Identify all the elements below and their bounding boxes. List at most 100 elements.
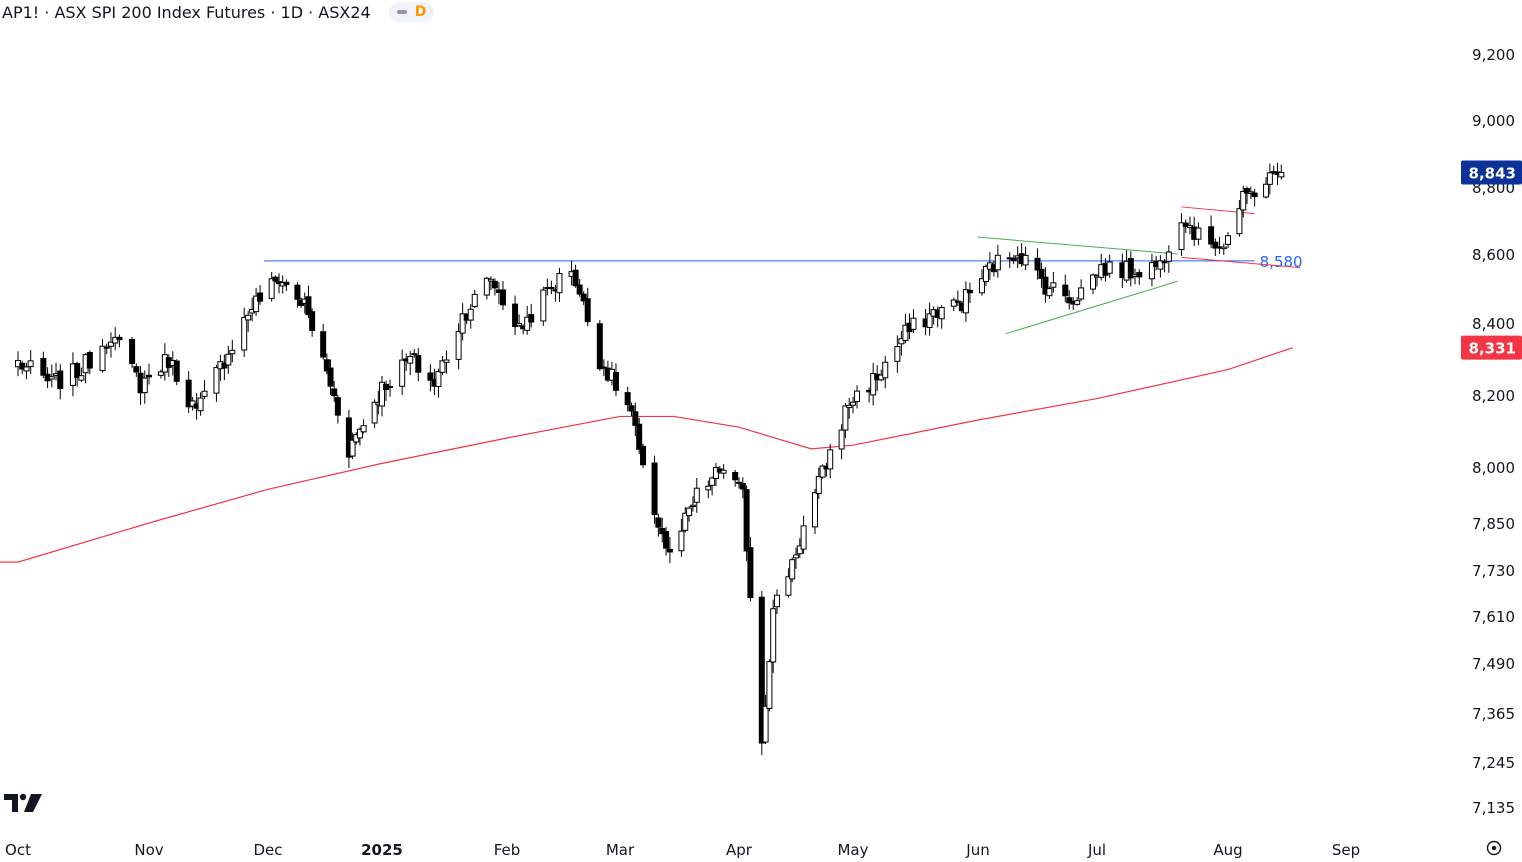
candle [766, 661, 773, 709]
candle [112, 336, 119, 344]
candle [467, 308, 474, 321]
candle [663, 530, 670, 549]
candle [133, 366, 140, 373]
x-tick-label: Jul [1087, 841, 1106, 858]
x-tick-label: Jun [965, 841, 989, 858]
candle [19, 362, 26, 370]
candle [1034, 257, 1041, 271]
candle [1278, 171, 1285, 178]
candle [1244, 188, 1251, 194]
candle [962, 289, 969, 314]
interval-badge[interactable]: D [388, 2, 435, 22]
candle [870, 373, 877, 396]
candle [758, 596, 765, 744]
x-tick-label: May [837, 841, 868, 858]
tradingview-logo-icon[interactable] [4, 792, 44, 814]
candle [1236, 208, 1243, 235]
candle [1251, 192, 1258, 198]
candle [580, 293, 587, 302]
candle [1042, 276, 1049, 295]
candle [1136, 272, 1143, 278]
flag-trendline [1181, 256, 1301, 269]
candle [443, 359, 450, 363]
candle [345, 417, 352, 458]
candle [524, 316, 531, 331]
candle [185, 379, 192, 408]
candle [435, 371, 442, 387]
candle [785, 576, 792, 596]
candle [371, 401, 378, 424]
candle [427, 372, 434, 381]
candle [1062, 284, 1069, 297]
candle [747, 547, 754, 599]
candle [229, 349, 236, 355]
candle [854, 390, 861, 403]
y-tick-label: 7,730 [1472, 562, 1515, 580]
candle [268, 278, 275, 299]
candle [774, 594, 780, 608]
candle [253, 295, 260, 313]
x-tick-label: Oct [5, 841, 31, 858]
candle [950, 299, 957, 307]
candle [540, 289, 547, 322]
candle [712, 467, 719, 480]
candle [294, 284, 301, 300]
triangle-trendline [1005, 280, 1178, 335]
candle [1178, 222, 1185, 251]
candle [459, 313, 466, 334]
candle [793, 554, 799, 559]
moving-average-badge [1461, 335, 1522, 360]
candle [146, 374, 152, 378]
candle [141, 377, 148, 394]
candle [320, 331, 327, 358]
candle [796, 545, 803, 555]
candle [651, 462, 658, 516]
y-tick-label: 8,200 [1472, 387, 1515, 405]
candle [1225, 235, 1231, 245]
candle [57, 370, 64, 389]
x-tick-label: Nov [134, 841, 163, 858]
candle [1186, 224, 1193, 228]
candle [1161, 261, 1168, 264]
symbol-title[interactable]: AP1! · ASX SPI 200 Index Futures · 1D · … [2, 2, 371, 22]
candle [838, 429, 845, 450]
candle [491, 280, 498, 289]
candle [1266, 172, 1273, 185]
candle [1127, 258, 1134, 279]
candle [116, 336, 123, 341]
candle [693, 487, 700, 503]
y-tick-label: 9,000 [1472, 112, 1515, 130]
candle [1106, 261, 1113, 274]
candle [576, 284, 583, 295]
candle [74, 363, 81, 378]
moving-average-line [0, 347, 1293, 563]
candle [678, 530, 685, 552]
candle [1038, 268, 1045, 279]
candle [1010, 258, 1017, 262]
candle [812, 492, 818, 528]
candle [1090, 274, 1097, 290]
candle [842, 405, 849, 431]
candle [323, 359, 330, 372]
candle [709, 477, 716, 486]
candle [23, 366, 30, 372]
candle [636, 423, 643, 450]
candle [1208, 226, 1215, 245]
last-price-badge [1461, 160, 1522, 185]
candle [978, 278, 985, 294]
candle [379, 381, 385, 407]
candle [827, 449, 834, 470]
y-tick-label: 8,000 [1472, 459, 1515, 477]
x-tick-label: Dec [253, 841, 282, 858]
candle [201, 390, 208, 397]
candle [743, 489, 750, 552]
candle [107, 341, 114, 347]
candle [1078, 287, 1085, 300]
candle [624, 392, 631, 406]
candle [850, 401, 856, 406]
candle [356, 428, 363, 439]
settings-icon[interactable] [1484, 838, 1504, 858]
candle [819, 465, 826, 478]
